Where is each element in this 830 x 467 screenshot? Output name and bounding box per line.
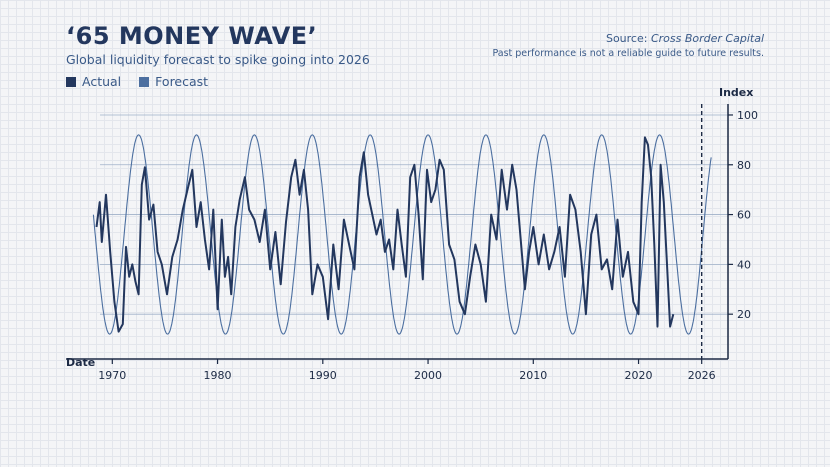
y-tick-label-80: 80 [737,159,751,172]
source-name: Cross Border Capital [650,32,764,45]
series-line-actual [95,136,675,333]
y-axis-title: Index [719,86,753,99]
x-tick-label-2010: 2010 [519,369,547,382]
legend-label-actual: Actual [82,74,122,89]
x-tick-label-2000: 2000 [414,369,442,382]
chart-series [92,104,712,359]
legend-item-actual: Actual [66,74,121,89]
series-line-forecast [92,134,712,335]
legend-label-forecast: Forecast [155,74,209,89]
x-tick-label-2020: 2020 [625,369,653,382]
x-tick-label-1980: 1980 [204,369,232,382]
chart-subtitle: Global liquidity forecast to spike going… [66,52,370,67]
chart-gridlines [100,114,728,315]
y-tick-label-40: 40 [737,258,751,271]
chart-axes: Date Index 20 40 60 80 100 1970 1980 1990 2000 20… [66,86,758,382]
x-tick-label-1990: 1990 [309,369,337,382]
source-credit: Source: Cross Border Capital [606,32,764,45]
x-axis-title: Date [66,356,95,369]
y-tick-label-60: 60 [737,209,751,222]
legend-swatch-actual [66,76,76,87]
legend-swatch-forecast [139,76,150,87]
legend: Actual Forecast [66,74,208,89]
chart-title: ‘65 MONEY WAVE’ [66,22,318,50]
legend-item-forecast: Forecast [139,74,208,89]
y-tick-label-20: 20 [737,308,751,321]
disclaimer: Past performance is not a reliable guide… [492,48,764,59]
source-label: Source: [605,32,648,45]
x-tick-label-1970: 1970 [98,369,126,382]
y-tick-label-100: 100 [737,109,758,122]
x-tick-label-2026: 2026 [688,369,716,382]
